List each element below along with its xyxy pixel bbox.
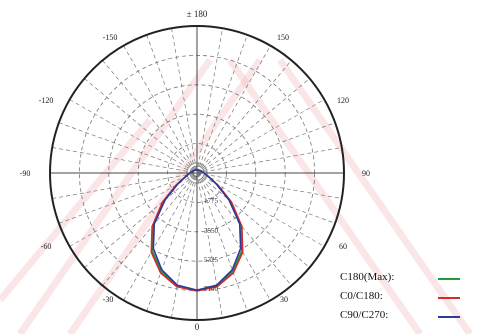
legend-label-c90-c270: C90/C270: (340, 309, 389, 321)
legend-label-c0-c180: C0/C180: (340, 290, 383, 302)
angle-label-neg90: -90 (20, 169, 31, 178)
legend: C180(Max): C0/C180: C90/C270: (340, 271, 480, 328)
watermark (0, 58, 473, 334)
watermark-stroke-2 (227, 58, 423, 334)
angle-label-neg150: -150 (103, 33, 118, 42)
radial-label-3: 5325 (204, 256, 219, 264)
legend-swatch-c0-c180 (438, 297, 460, 299)
legend-item-c90-c270: C90/C270: (340, 309, 480, 328)
angle-label-neg30: -30 (103, 295, 114, 304)
angle-label-neg120: -120 (39, 96, 54, 105)
watermark-stroke-3 (277, 58, 473, 334)
tick-labels: ± 180 -150 150 -120 120 -90 90 -60 60 -3… (20, 9, 370, 332)
angle-label-150: 150 (277, 33, 289, 42)
polar-grid (49, 25, 345, 321)
angle-label-0: 0 (195, 322, 200, 332)
radial-label-1: 1775 (204, 197, 219, 205)
legend-swatch-c180 (438, 278, 460, 280)
radial-label-2: 3550 (204, 227, 219, 235)
watermark-stroke-1 (67, 58, 263, 334)
grid-spoke-170 (171, 28, 223, 318)
radial-label-4: 7100 (204, 285, 219, 293)
angle-label-30: 30 (280, 295, 288, 304)
legend-label-c180: C180(Max): (340, 271, 395, 283)
angle-label-90: 90 (362, 169, 370, 178)
angle-label-120: 120 (337, 96, 349, 105)
series-group (150, 169, 244, 292)
legend-item-c0-c180: C0/C180: (340, 290, 480, 309)
watermark-stroke-4 (0, 117, 153, 303)
watermark-stroke-0 (17, 58, 213, 334)
legend-item-c180: C180(Max): (340, 271, 480, 290)
series-curve-2 (152, 169, 242, 291)
angle-label-180: ± 180 (187, 9, 208, 19)
angle-label-neg60: -60 (41, 242, 52, 251)
angle-label-60: 60 (339, 242, 347, 251)
legend-swatch-c90-c270 (438, 316, 460, 318)
outer-circle (49, 25, 345, 321)
